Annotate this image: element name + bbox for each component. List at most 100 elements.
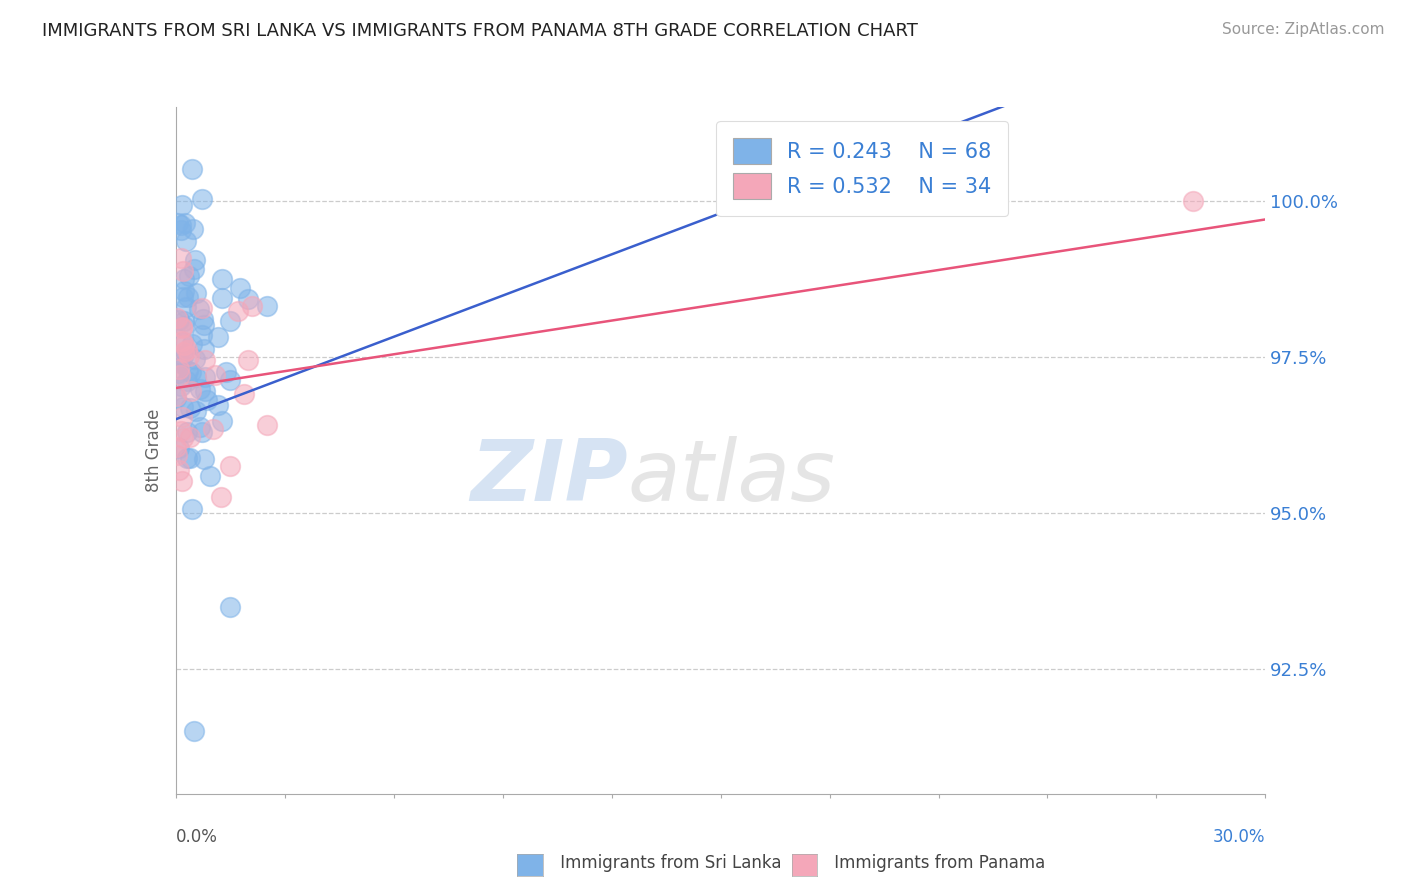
Point xyxy=(204,368,226,382)
Point xyxy=(215,365,238,379)
Point xyxy=(207,398,229,412)
Point xyxy=(180,162,202,177)
Point xyxy=(176,374,198,388)
Text: atlas: atlas xyxy=(628,436,837,519)
Point xyxy=(170,474,193,488)
Point xyxy=(166,311,188,326)
Text: ZIP: ZIP xyxy=(471,436,628,519)
Point xyxy=(190,425,212,440)
Point xyxy=(191,301,214,315)
Point xyxy=(207,330,229,344)
Point xyxy=(256,300,278,314)
Point xyxy=(179,451,201,466)
Point xyxy=(188,383,211,397)
Point xyxy=(166,389,188,403)
Point xyxy=(180,384,202,399)
Point xyxy=(229,281,252,295)
Point xyxy=(233,387,256,401)
Point xyxy=(167,463,190,477)
Point xyxy=(211,291,233,305)
Point xyxy=(173,344,195,359)
Point xyxy=(173,314,195,328)
Point xyxy=(194,352,217,367)
Point xyxy=(184,352,207,367)
Y-axis label: 8th Grade: 8th Grade xyxy=(145,409,163,492)
Point xyxy=(167,216,190,230)
Point xyxy=(194,370,217,384)
Point xyxy=(188,302,211,317)
Point xyxy=(172,409,194,424)
Point xyxy=(177,350,200,364)
Text: Source: ZipAtlas.com: Source: ZipAtlas.com xyxy=(1222,22,1385,37)
Point xyxy=(184,370,207,384)
Point xyxy=(167,366,190,380)
Point xyxy=(176,343,198,357)
Point xyxy=(170,424,193,438)
Point xyxy=(176,425,198,440)
Point xyxy=(174,300,197,314)
Point xyxy=(166,448,188,462)
Point xyxy=(170,198,193,212)
Point xyxy=(200,468,222,483)
Point xyxy=(172,431,194,445)
Point xyxy=(174,217,197,231)
Point xyxy=(211,272,233,286)
Point xyxy=(172,334,194,349)
Text: 0.0%: 0.0% xyxy=(176,828,218,847)
Point xyxy=(186,404,208,418)
Point xyxy=(169,355,191,369)
Point xyxy=(177,364,200,378)
Point xyxy=(186,286,208,301)
Point xyxy=(240,299,263,313)
Point xyxy=(173,284,195,298)
Point xyxy=(172,290,194,304)
Point xyxy=(169,354,191,368)
Text: IMMIGRANTS FROM SRI LANKA VS IMMIGRANTS FROM PANAMA 8TH GRADE CORRELATION CHART: IMMIGRANTS FROM SRI LANKA VS IMMIGRANTS … xyxy=(42,22,918,40)
Text: Immigrants from Sri Lanka: Immigrants from Sri Lanka xyxy=(534,855,782,872)
Point xyxy=(181,221,204,235)
Point xyxy=(238,292,260,306)
Point xyxy=(180,365,202,379)
Point xyxy=(193,451,215,466)
Text: Immigrants from Panama: Immigrants from Panama xyxy=(808,855,1046,872)
Point xyxy=(173,338,195,352)
Point xyxy=(173,318,195,333)
Point xyxy=(170,218,193,232)
Point xyxy=(170,252,193,266)
Text: 30.0%: 30.0% xyxy=(1213,828,1265,847)
Point xyxy=(219,599,242,614)
Point xyxy=(226,304,249,318)
Point xyxy=(181,337,204,351)
Point xyxy=(202,422,225,436)
Point xyxy=(219,314,242,328)
Point xyxy=(191,328,214,343)
Point xyxy=(193,342,215,356)
Point xyxy=(179,430,201,444)
Point xyxy=(172,264,194,278)
Point xyxy=(183,261,205,276)
Point xyxy=(256,418,278,433)
Point xyxy=(184,253,207,268)
Point xyxy=(211,414,233,428)
Point xyxy=(177,290,200,304)
Point xyxy=(167,361,190,376)
Point xyxy=(195,392,218,407)
Point xyxy=(191,192,214,206)
Point xyxy=(219,373,242,387)
Legend: R = 0.243    N = 68, R = 0.532    N = 34: R = 0.243 N = 68, R = 0.532 N = 34 xyxy=(716,121,1008,216)
Point xyxy=(218,458,240,473)
Point xyxy=(174,234,197,248)
Point xyxy=(172,350,194,364)
Point xyxy=(183,724,205,739)
Point xyxy=(170,223,193,237)
Point xyxy=(172,334,194,349)
Point xyxy=(170,320,193,334)
Point xyxy=(172,400,194,414)
Point xyxy=(188,420,211,434)
Point xyxy=(1181,194,1204,208)
Point xyxy=(166,391,188,405)
Point xyxy=(167,313,190,327)
Point xyxy=(173,272,195,286)
Point xyxy=(193,318,215,332)
Point xyxy=(169,378,191,392)
